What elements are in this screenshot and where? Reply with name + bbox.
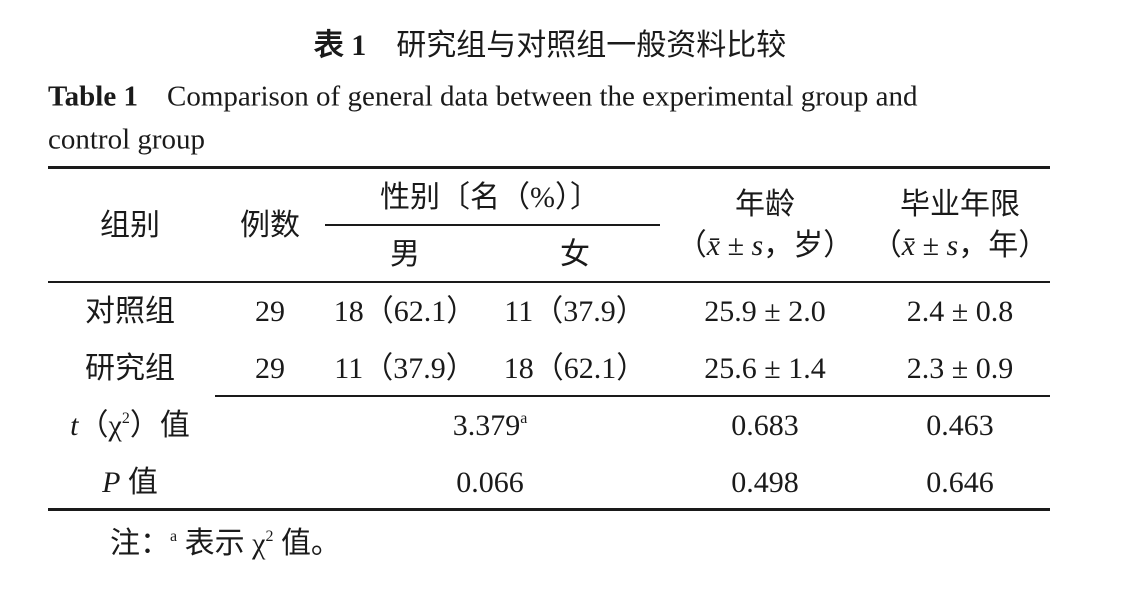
unit: （ <box>676 229 707 262</box>
cell: 0.646 <box>926 466 994 499</box>
stats-rule <box>215 395 1050 397</box>
caption-en: Table 1 Comparison of general data betwe… <box>48 80 918 113</box>
note-part: 注： <box>110 527 170 560</box>
caption-text: Comparison of general data between the e… <box>167 80 918 113</box>
caption-text: 研究组与对照组一般资料比较 <box>396 29 787 62</box>
note-part: 表示 χ <box>184 527 266 560</box>
stat-label-part: 2 <box>121 410 130 427</box>
cell: 3.379a <box>453 411 528 441</box>
note-part: a <box>170 528 178 545</box>
caption-label: 表 1 <box>313 29 367 62</box>
note: 注：a 表示 χ2 值。 <box>110 529 341 559</box>
header-cell: 例数 <box>240 209 300 242</box>
cell: 25.6 ± 1.4 <box>704 352 826 385</box>
footnote-mark: a <box>520 410 528 427</box>
header-cell: 毕业年限 <box>900 188 1020 221</box>
unit: s <box>751 229 764 262</box>
cell: 25.9 ± 2.0 <box>704 295 826 328</box>
header-cell: 男 <box>390 238 420 271</box>
unit: s <box>946 229 959 262</box>
cell: 18（62.1） <box>503 352 647 385</box>
header-cell: （x̄ ± s，年） <box>872 231 1048 261</box>
unit: x̄ <box>901 229 916 262</box>
header-rule <box>48 281 1050 283</box>
row-label: 研究组 <box>85 352 175 385</box>
cell: 0.463 <box>926 409 994 442</box>
cell: 2.3 ± 0.9 <box>906 352 1014 385</box>
unit: ± <box>915 229 947 262</box>
unit: ± <box>720 229 752 262</box>
sub-rule <box>325 224 660 226</box>
cell: 0.066 <box>456 466 524 499</box>
cell: 29 <box>255 352 285 385</box>
cell: 2.4 ± 0.8 <box>906 295 1014 328</box>
unit: ，年） <box>958 229 1049 262</box>
caption-cn: 表 1 研究组与对照组一般资料比较 <box>314 31 787 61</box>
unit: ，岁） <box>763 229 854 262</box>
stat-label-part: ）值 <box>129 409 190 442</box>
note-part: 2 <box>265 528 274 545</box>
stat-label: t（χ2）值 <box>70 411 190 441</box>
stat-label: P 值 <box>102 468 158 498</box>
stat-label-part: t <box>70 409 79 442</box>
cell: 29 <box>255 295 285 328</box>
header-cell: 女 <box>560 238 590 271</box>
bottom-rule <box>48 508 1050 511</box>
caption-label: Table 1 <box>48 80 138 113</box>
unit: （ <box>871 229 902 262</box>
cell: 11（37.9） <box>504 295 646 328</box>
cell: 18（62.1） <box>333 295 477 328</box>
cell: 11（37.9） <box>334 352 476 385</box>
header-cell: 性别〔名（%）〕 <box>380 181 600 214</box>
unit: x̄ <box>706 229 721 262</box>
header-cell: 组别 <box>100 209 160 242</box>
note-part: 值。 <box>280 527 341 560</box>
header-cell: （x̄ ± s，岁） <box>677 231 853 261</box>
caption-text: control group <box>48 123 206 156</box>
stat-label-part: （χ <box>78 409 122 442</box>
top-rule <box>48 166 1050 169</box>
cell: 0.683 <box>731 409 799 442</box>
stat-label-part: 值 <box>120 466 158 499</box>
cell: 0.498 <box>731 466 799 499</box>
row-label: 对照组 <box>85 295 175 328</box>
stat-label-part: P <box>102 466 121 499</box>
header-cell: 年龄 <box>735 188 795 221</box>
cell-value: 3.379 <box>452 409 521 442</box>
